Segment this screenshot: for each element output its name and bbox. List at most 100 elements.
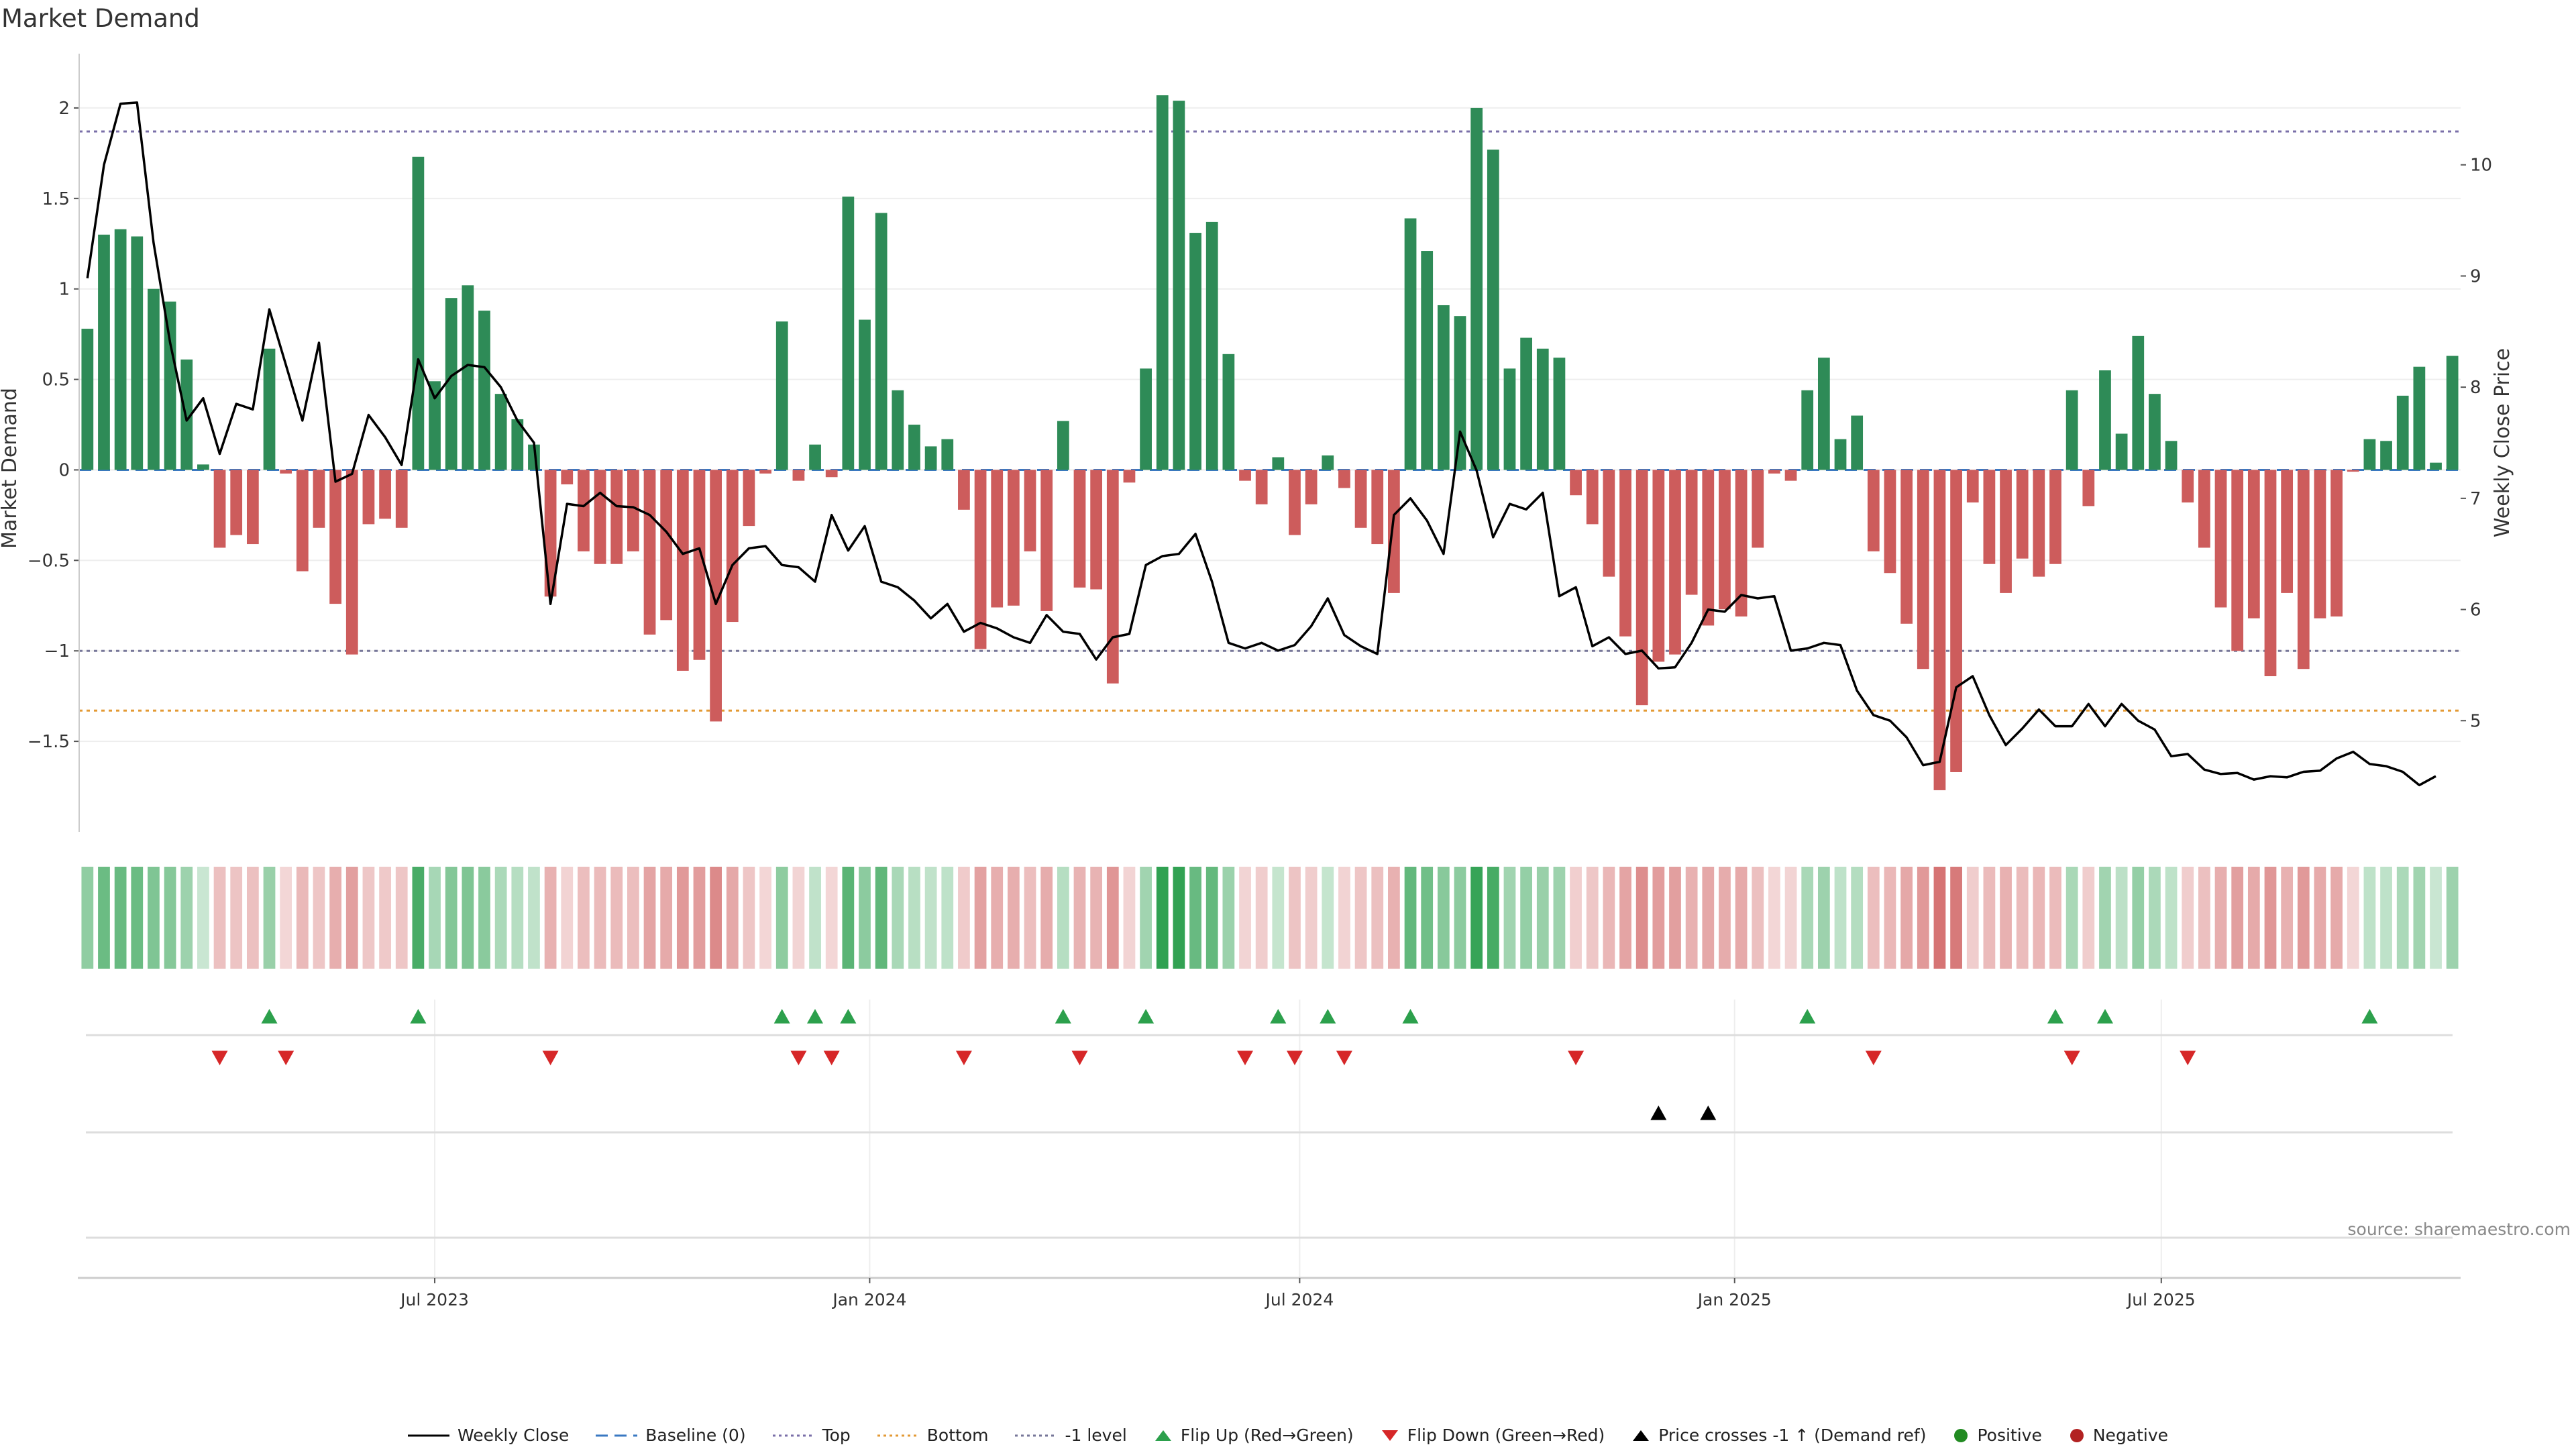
heat-cell xyxy=(2413,867,2426,969)
heat-cell xyxy=(2049,867,2061,969)
demand-bar xyxy=(627,470,639,551)
demand-bar xyxy=(1123,470,1136,483)
demand-bar xyxy=(1454,316,1466,470)
legend-item-baseline: Baseline (0) xyxy=(596,1426,746,1445)
demand-bar xyxy=(379,470,391,519)
demand-bar xyxy=(2182,470,2194,503)
heat-cell xyxy=(2314,867,2326,969)
heat-cell xyxy=(1570,867,1582,969)
heat-cell xyxy=(875,867,888,969)
demand-bar xyxy=(2065,390,2078,470)
heat-cell xyxy=(1106,867,1119,969)
demand-bar xyxy=(445,298,458,470)
heat-cell xyxy=(2446,867,2459,969)
y-tick-label: −1.5 xyxy=(28,732,70,752)
demand-bar xyxy=(1437,305,1450,470)
demand-bar xyxy=(1801,390,1814,470)
heat-cell xyxy=(2264,867,2277,969)
heat-cell xyxy=(1900,867,1913,969)
demand-bar xyxy=(345,470,358,655)
flip-up-marker xyxy=(410,1009,427,1024)
demand-bar xyxy=(1371,470,1384,545)
demand-bar xyxy=(1470,107,1483,470)
demand-bar xyxy=(1570,470,1582,496)
demand-bar xyxy=(561,470,574,485)
heat-cell xyxy=(462,867,474,969)
heat-cell xyxy=(1272,867,1285,969)
demand-bar xyxy=(1719,470,1731,610)
demand-bar xyxy=(2016,470,2029,559)
demand-bar xyxy=(1140,368,1152,470)
heat-cell xyxy=(98,867,110,969)
demand-bar xyxy=(759,470,771,474)
heat-cell xyxy=(1635,867,1648,969)
legend-label: Positive xyxy=(1977,1426,2042,1445)
flip-down-marker xyxy=(1568,1051,1585,1065)
heat-cell xyxy=(2231,867,2244,969)
demand-bar xyxy=(1189,233,1201,470)
heat-cell xyxy=(974,867,987,969)
y-tick-label: 0 xyxy=(58,460,70,480)
heat-cell xyxy=(2430,867,2442,969)
demand-bar xyxy=(2115,433,2128,470)
demand-bar xyxy=(296,470,309,572)
heat-cell xyxy=(842,867,855,969)
heat-cell xyxy=(280,867,292,969)
flip-down-marker xyxy=(2180,1051,2196,1065)
page-title: Market Demand xyxy=(1,4,200,33)
heat-cell xyxy=(2065,867,2078,969)
axes: 2 1.5 1 0.5 0 −0.5 −1 −1.5 10 9 8 7 6 5 Jul 2023 Jan 20… xyxy=(28,54,2492,1309)
y-tick-label: 0.5 xyxy=(42,370,70,390)
demand-bar xyxy=(98,234,110,470)
heat-cell xyxy=(627,867,639,969)
flip-up-marker xyxy=(807,1009,823,1024)
heat-cell xyxy=(544,867,557,969)
signal-markers xyxy=(211,1009,2378,1120)
heat-cell xyxy=(859,867,871,969)
price-cross-triangle-icon xyxy=(1631,1429,1650,1442)
heat-cell xyxy=(494,867,507,969)
demand-bar xyxy=(329,470,341,604)
demand-bar xyxy=(1867,470,1880,551)
demand-bar xyxy=(2165,441,2178,470)
legend-item-weekly-close: Weekly Close xyxy=(407,1426,569,1445)
demand-bar xyxy=(1586,470,1599,525)
demand-bar xyxy=(1388,470,1400,593)
top-swatch xyxy=(772,1429,814,1442)
heat-cell xyxy=(528,867,540,969)
flip-down-marker xyxy=(955,1051,972,1065)
demand-bar xyxy=(610,470,623,564)
heat-cell xyxy=(296,867,309,969)
heat-cell xyxy=(263,867,276,969)
heat-cell xyxy=(131,867,144,969)
demand-bar xyxy=(131,236,144,470)
demand-bar xyxy=(2363,439,2376,470)
demand-bar xyxy=(2231,470,2244,651)
heat-cell xyxy=(1768,867,1780,969)
demand-bar xyxy=(1603,470,1615,577)
heat-cell xyxy=(197,867,209,969)
heat-cell xyxy=(1917,867,1929,969)
heat-cell xyxy=(246,867,259,969)
heat-cell xyxy=(1040,867,1053,969)
flip-down-marker xyxy=(2063,1051,2080,1065)
demand-bar xyxy=(1735,470,1748,616)
y-tick-label: 2 xyxy=(58,99,70,119)
demand-bar xyxy=(1884,470,1896,574)
y2-tick-label: 5 xyxy=(2470,711,2481,731)
demand-bar xyxy=(1421,251,1434,470)
demand-bar xyxy=(213,470,226,548)
demand-bar xyxy=(892,390,904,470)
demand-bar xyxy=(1090,470,1103,590)
demand-bar xyxy=(2049,470,2061,564)
heat-cell xyxy=(511,867,524,969)
heat-cell xyxy=(329,867,341,969)
demand-bar xyxy=(1239,470,1251,481)
demand-bar xyxy=(859,319,871,470)
heat-cell xyxy=(693,867,706,969)
heat-cell xyxy=(1669,867,1681,969)
heat-cell xyxy=(2099,867,2111,969)
flip-up-marker xyxy=(1055,1009,1071,1024)
heat-cell xyxy=(2149,867,2161,969)
baseline-swatch xyxy=(596,1429,638,1442)
